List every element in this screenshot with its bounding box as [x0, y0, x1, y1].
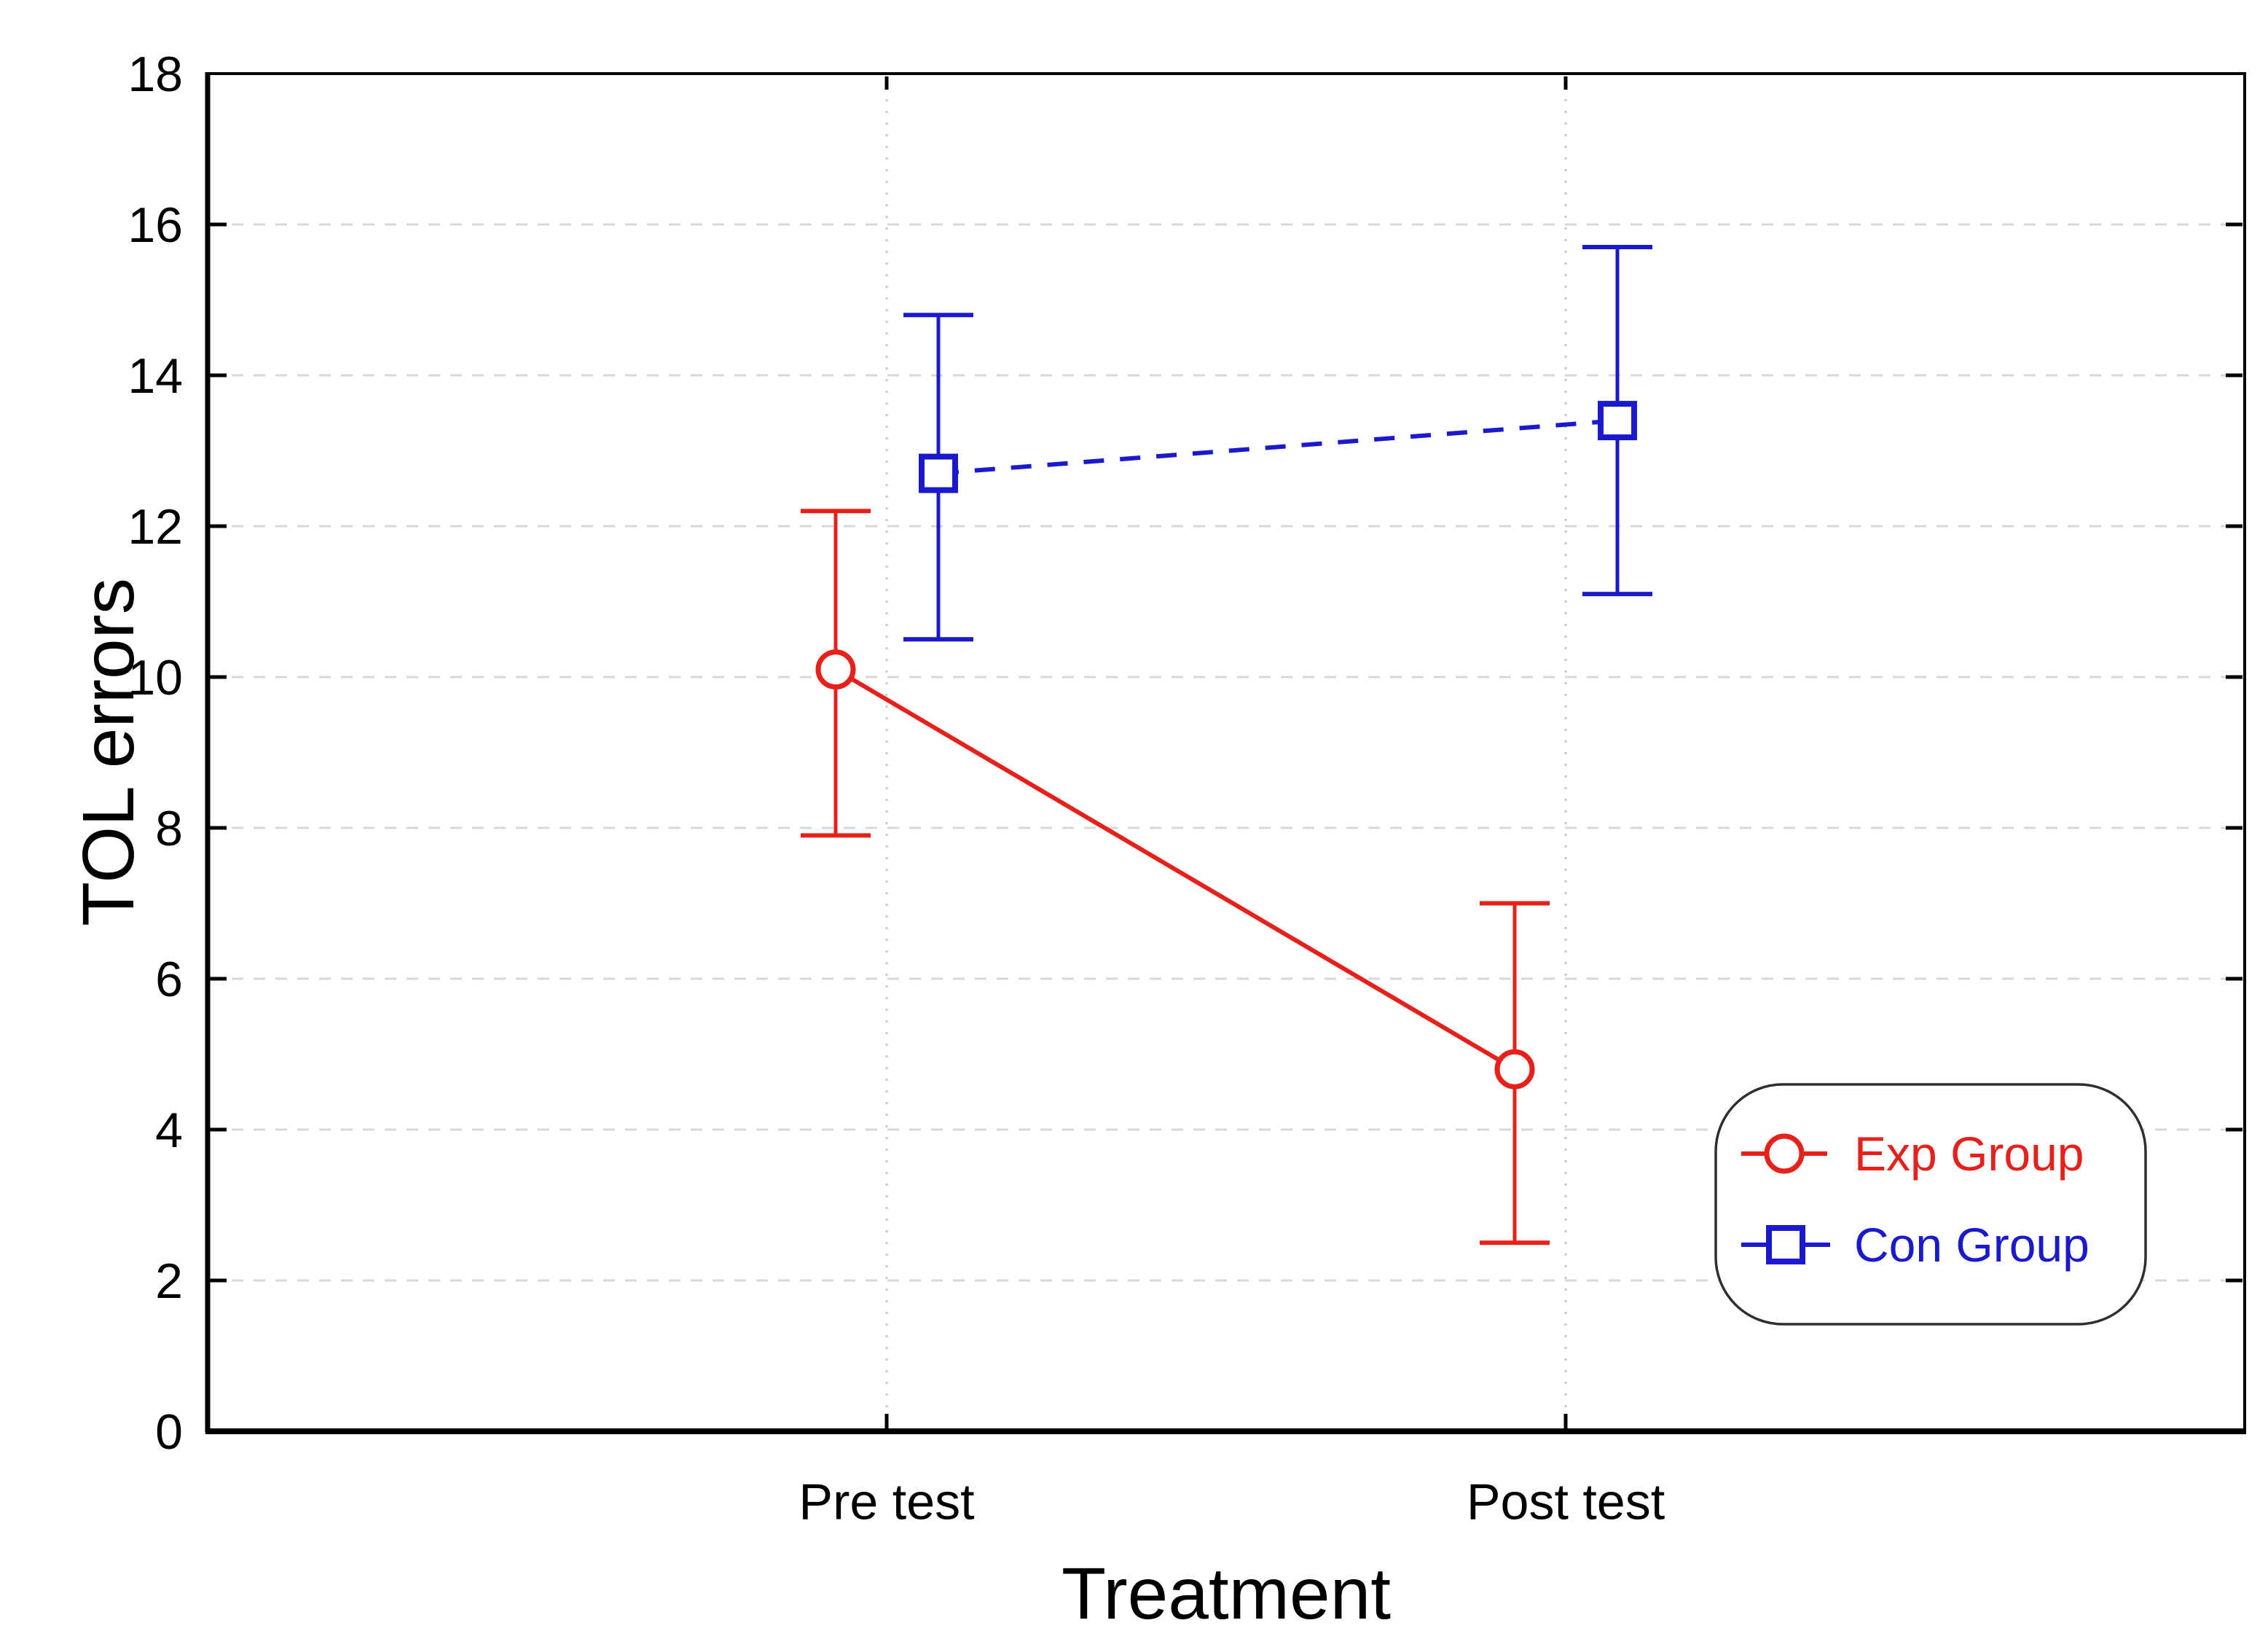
axis-labels: 0 2 4 6 8 10 12 14 16 18 Pre test Post test Treatmen…: [68, 47, 1665, 1635]
y-tick-label: 12: [127, 499, 183, 555]
series-line: [834, 668, 1516, 1071]
y-tick-label: 18: [127, 47, 183, 102]
series-exp-group: [801, 509, 1550, 1245]
plot-borders: [205, 72, 2246, 1434]
y-tick-label: 16: [127, 197, 183, 253]
gridlines: [210, 76, 2243, 1429]
series-con-group: [903, 245, 1652, 642]
x-axis-title: Treatment: [1062, 1553, 1391, 1635]
legend-label: Exp Group: [1854, 1127, 2084, 1181]
y-axis-title: TOL errors: [68, 578, 149, 926]
legend-box: [1714, 1083, 2147, 1326]
y-tick-label: 10: [127, 650, 183, 705]
x-tick-label: Post test: [1467, 1474, 1665, 1530]
axis-ticks: [210, 77, 2243, 1428]
legend-label: Con Group: [1854, 1218, 2090, 1272]
circle-marker: [815, 649, 856, 690]
y-tick-label: 8: [155, 801, 183, 856]
legend: Exp Group Con Group: [1714, 1083, 2147, 1326]
y-tick-label: 14: [127, 348, 183, 404]
y-tick-label: 6: [155, 952, 183, 1007]
circle-marker: [1494, 1049, 1535, 1090]
x-tick-label: Pre test: [798, 1474, 974, 1530]
y-tick-label: 0: [155, 1404, 183, 1460]
y-tick-label: 2: [155, 1253, 183, 1309]
square-marker: [919, 453, 958, 493]
data-series: [801, 245, 1652, 1245]
legend-item-con-group: Con Group: [1741, 1218, 2090, 1272]
legend-circle-marker-icon: [1764, 1133, 1805, 1174]
series-line: [938, 418, 1618, 476]
legend-square-marker-icon: [1766, 1225, 1805, 1264]
square-marker: [1598, 401, 1637, 441]
y-tick-label: 4: [155, 1103, 183, 1158]
legend-item-exp-group: Exp Group: [1741, 1127, 2084, 1181]
